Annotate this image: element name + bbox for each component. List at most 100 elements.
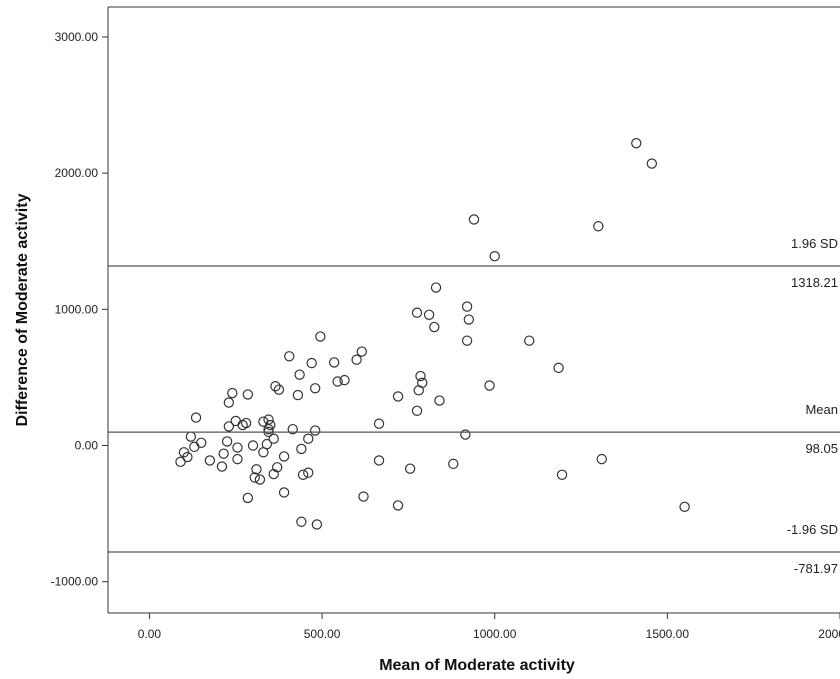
data-point [254,474,266,485]
data-point [294,369,305,380]
data-point [358,491,369,502]
data-point [315,331,326,342]
data-point [411,405,423,416]
data-point [242,389,254,400]
data-point [556,469,568,480]
data-point [237,419,248,431]
data-point [263,423,274,435]
data-point [392,500,404,511]
reference-line-value: -781.97 [794,561,838,576]
data-point [356,346,367,357]
data-point [227,387,238,399]
data-point [303,467,314,478]
y-axis-title: Difference of Moderate activity [14,193,31,426]
data-point [328,357,340,368]
data-point [278,487,290,498]
data-point [273,384,285,395]
y-tick-label: 1000.00 [55,302,99,316]
data-point [185,431,197,442]
data-point [468,214,480,225]
data-point [263,414,274,425]
data-point [423,309,435,320]
data-point [268,468,279,480]
reference-line-name: -1.96 SD [787,522,838,537]
data-point [271,462,283,473]
data-point [489,251,500,262]
data-point [461,335,473,346]
data-point [413,385,424,396]
data-point [249,472,260,483]
data-point [339,374,350,386]
data-point [460,429,471,440]
data-point [268,433,279,444]
x-tick-label: 2000.00 [818,627,840,641]
x-axis-ticks: 0.00 500.00 1000.00 1500.00 2000.00 [138,613,840,641]
y-axis-ticks: -1000.00 0.00 1000.00 2000.00 3000.00 [51,30,108,589]
reference-line-name: 1.96 SD [791,236,838,251]
data-point [306,357,317,369]
data-point [297,469,309,480]
data-point [258,416,269,427]
data-point [232,453,243,465]
data-point [258,447,269,458]
data-point [631,137,642,149]
data-point [232,442,243,453]
reference-line-value: 1318.21 [791,275,838,290]
data-point [484,380,495,391]
data-point [373,418,385,429]
data-point [463,314,475,325]
data-point [593,221,604,232]
data-point [434,395,445,406]
data-point [679,501,690,512]
data-point [430,282,442,293]
data-point [287,423,298,435]
data-point [251,464,262,475]
reference-line-name: Mean [805,402,838,417]
data-point [646,158,658,169]
data-point [292,389,304,401]
data-point [189,441,200,453]
x-tick-label: 1000.00 [473,627,517,641]
data-point [218,448,229,459]
data-point [190,412,202,423]
data-points [175,137,690,530]
x-tick-label: 1500.00 [646,627,690,641]
data-point [204,455,216,466]
data-point [415,370,426,382]
data-point [332,376,343,387]
data-point [175,456,186,468]
reference-lines: 1.96 SD 1318.21 Mean 98.05 -1.96 SD -781.97 [108,236,840,576]
data-point [223,397,235,408]
data-point [461,301,473,312]
data-point [373,455,385,466]
data-point [392,391,404,402]
data-point [278,451,290,462]
y-tick-label: 2000.00 [55,166,99,180]
data-point [284,351,295,362]
data-point [303,433,314,444]
y-tick-label: 0.00 [75,438,99,452]
x-tick-label: 0.00 [138,627,162,641]
data-point [351,354,362,365]
data-point [448,458,459,470]
data-point [311,519,323,530]
data-point [411,307,423,318]
data-point [553,362,564,374]
reference-line-value: 98.05 [805,441,838,456]
data-point [223,421,235,432]
data-point [524,335,535,346]
y-tick-label: 3000.00 [55,30,99,44]
data-point [309,383,321,394]
data-point [242,492,254,504]
data-point [429,321,440,333]
data-point [404,463,416,474]
data-point [247,440,259,451]
data-point [270,381,281,392]
x-axis-title: Mean of Moderate activity [379,657,575,674]
y-tick-label: -1000.00 [51,575,99,589]
data-point [296,443,307,455]
data-point [596,453,607,465]
data-point [182,451,193,463]
data-point [196,437,207,448]
